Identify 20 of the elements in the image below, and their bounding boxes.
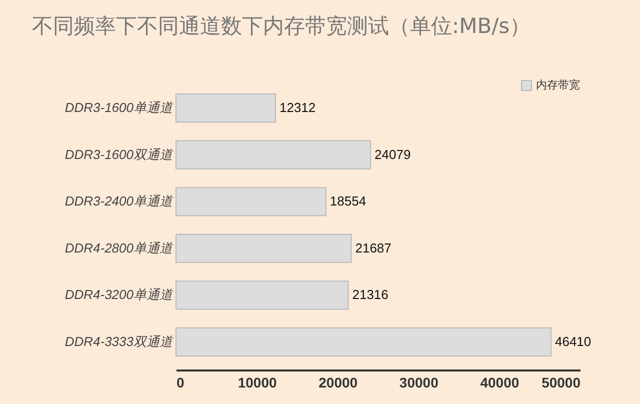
data-label: 12312 xyxy=(279,100,316,116)
data-label: 21687 xyxy=(355,240,392,256)
x-tick-label: 0 xyxy=(176,374,184,390)
x-tick-label: 30000 xyxy=(399,374,439,390)
data-label: 46410 xyxy=(554,334,592,349)
y-tick-label: DDR3-2400单通道 xyxy=(64,194,174,209)
x-tick-label: 20000 xyxy=(318,374,358,390)
y-tick-label: DDR3-1600双通道 xyxy=(64,146,174,162)
data-label: 24079 xyxy=(374,146,411,162)
y-tick-label: DDR3-1600单通道 xyxy=(64,100,174,116)
y-tick-label: DDR4-2800单通道 xyxy=(64,240,174,256)
x-tick-label: 40000 xyxy=(480,374,520,390)
data-label: 18554 xyxy=(330,194,366,209)
y-tick-label: DDR4-3200单通道 xyxy=(64,287,174,302)
data-label: 21316 xyxy=(352,287,388,302)
chart-title: 不同频率下不同通道数下内存带宽测试（单位:MB/s） xyxy=(32,13,531,40)
y-tick-label: DDR4-3333双通道 xyxy=(64,334,174,349)
x-tick-label: 10000 xyxy=(238,374,277,390)
legend-label: 内存带宽 xyxy=(536,78,580,92)
x-tick-label: 50000 xyxy=(542,374,581,390)
